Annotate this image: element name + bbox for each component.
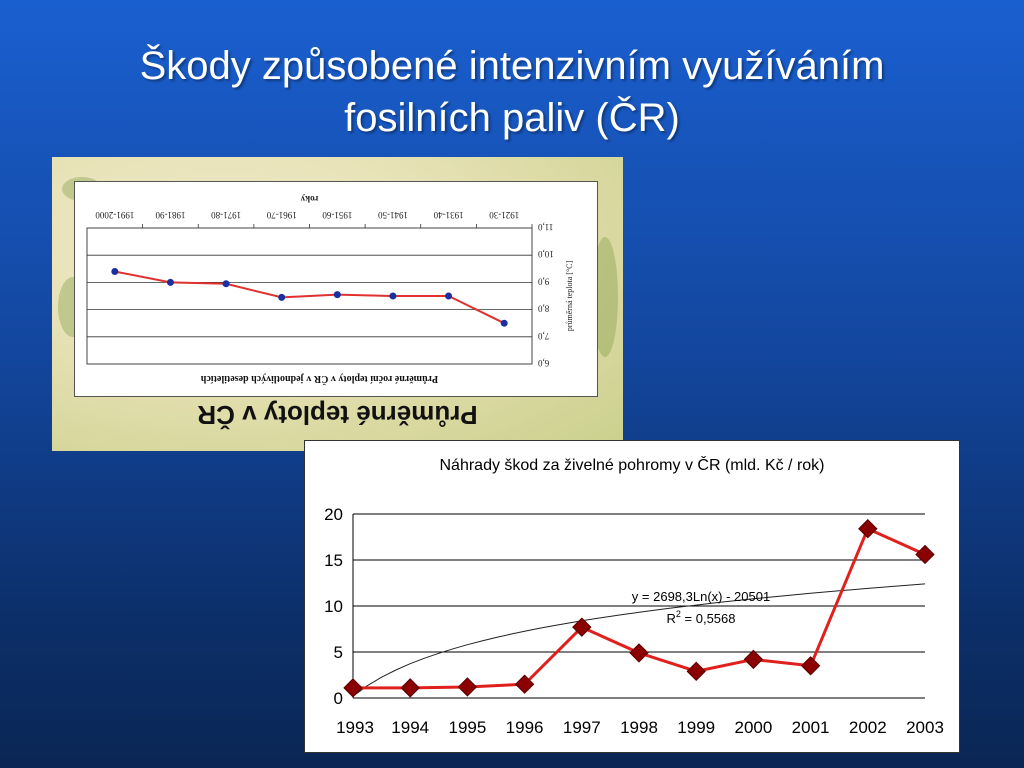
x-tick-label: 2001 [792, 718, 830, 737]
x-tick-label: 1941-50 [377, 210, 407, 220]
slide-title: Škody způsobené intenzivním využíváním f… [0, 40, 1024, 144]
data-point-1996 [514, 674, 535, 694]
data-point-2001 [800, 656, 821, 676]
data-point-1998 [629, 643, 649, 663]
x-tick-label: 1999 [677, 718, 715, 737]
data-point-1995 [457, 677, 478, 697]
y-axis-title: průměrná teplota [°C] [565, 261, 574, 332]
slide-title-line-2: fosilních paliv (ČR) [344, 96, 680, 140]
x-tick-label: 2002 [849, 718, 887, 737]
y-tick-label: 20 [324, 505, 343, 524]
temperature-chart-flipped: 6,0 7,0 8,0 9,0 10,0 11,0 1921-30 1931-40 1941-5… [75, 182, 597, 396]
x-tick-label: 1961-70 [266, 210, 296, 220]
x-tick-label: 1991-2000 [95, 210, 134, 220]
y-tick-label: 6,0 [538, 358, 550, 368]
trendline-r2: R2 = 0,5568 [667, 609, 736, 626]
slide-title-line-1: Škody způsobené intenzivním využíváním [139, 44, 885, 88]
data-point-2002 [858, 519, 878, 539]
data-point-1951-60 [333, 291, 341, 299]
x-tick-label: 2000 [734, 718, 772, 737]
x-tick-label: 1995 [448, 718, 486, 737]
data-point-1993 [343, 678, 363, 698]
x-tick-label: 1998 [620, 718, 658, 737]
temperature-caption: Průměrné teploty v ČR [197, 400, 478, 430]
series-line [353, 526, 926, 690]
y-tick-label: 9,0 [538, 276, 550, 286]
y-tick-label: 0 [334, 689, 343, 708]
series-line [114, 270, 505, 325]
x-tick-label: 1951-60 [322, 210, 352, 220]
x-tick-label: 1996 [506, 718, 544, 737]
x-tick-label: 1981-90 [155, 210, 185, 220]
chart-title: Náhrady škod za živelné pohromy v ČR (ml… [439, 455, 824, 474]
y-tick-label: 5 [334, 643, 343, 662]
x-tick-label: 2003 [906, 718, 944, 737]
y-tick-label: 10 [324, 597, 343, 616]
data-point-1981-90 [166, 278, 174, 286]
data-point-1961-70 [278, 293, 286, 301]
damages-chart: Náhrady škod za živelné pohromy v ČR (ml… [304, 440, 960, 753]
y-tick-label: 15 [324, 551, 343, 570]
data-point-1941-50 [389, 292, 397, 300]
temperature-chart-frame: 6,0 7,0 8,0 9,0 10,0 11,0 1921-30 1931-40 1941-5… [74, 181, 598, 397]
plot-area [86, 227, 533, 365]
inner-chart-title: Průměrné roční teploty v ČR v jednotlivý… [200, 373, 438, 386]
temperature-chart-image: 6,0 7,0 8,0 9,0 10,0 11,0 1921-30 1931-40 1941-5… [52, 157, 623, 451]
data-point-1971-80 [222, 280, 230, 288]
y-tick-label: 11,0 [538, 222, 554, 232]
trendline [352, 583, 926, 697]
x-axis-title: roky [300, 194, 318, 204]
data-point-1994 [400, 678, 420, 698]
x-tick-label: 1993 [336, 718, 374, 737]
x-tick-label: 1921-30 [489, 210, 519, 220]
x-tick-label: 1994 [391, 718, 429, 737]
data-point-1997 [572, 617, 592, 637]
data-point-1931-40 [445, 292, 453, 300]
x-tick-label: 1931-40 [433, 210, 463, 220]
y-tick-label: 8,0 [538, 304, 550, 314]
data-point-1921-30 [500, 319, 508, 327]
data-point-1999 [686, 661, 706, 682]
data-point-1991-2000 [111, 268, 119, 276]
y-tick-label: 7,0 [538, 331, 550, 341]
temperature-chart-svg: 6,0 7,0 8,0 9,0 10,0 11,0 1921-30 1931-40 1941-5… [86, 194, 574, 386]
x-tick-label: 1971-80 [211, 210, 241, 220]
x-tick-label: 1997 [563, 718, 601, 737]
data-point-2000 [743, 649, 764, 670]
data-point-2003 [915, 544, 935, 565]
y-tick-label: 10,0 [538, 249, 554, 259]
trendline-equation: y = 2698,3Ln(x) - 20501 [632, 589, 770, 604]
damages-chart-svg: Náhrady škod za živelné pohromy v ČR (ml… [324, 455, 944, 737]
